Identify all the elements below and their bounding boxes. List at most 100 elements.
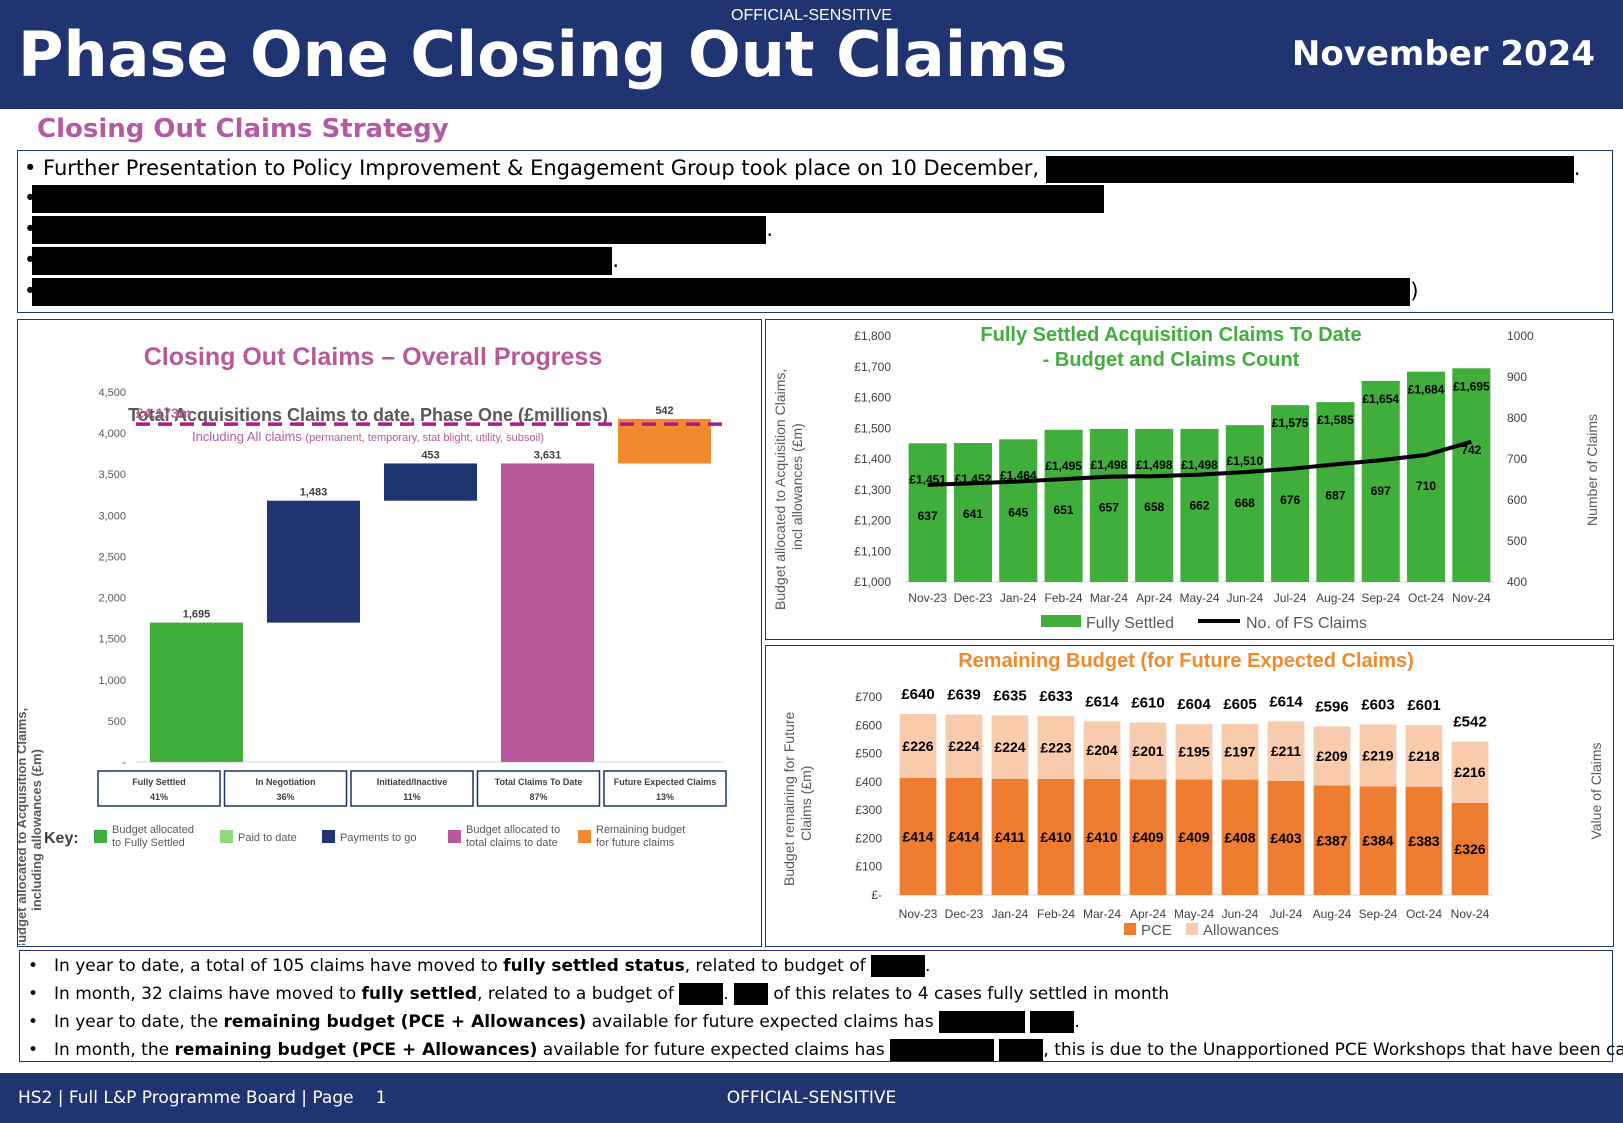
pce-label: £384 [1362, 833, 1393, 849]
key-swatch [220, 830, 233, 843]
legend-text: PCE [1141, 922, 1172, 939]
legend-text: Fully Settled [1086, 615, 1174, 632]
key-text: Budget allocated to [466, 824, 560, 836]
redaction-block [1045, 155, 1574, 183]
data-label: 1,695 [183, 609, 211, 621]
allowances-bar [1359, 724, 1397, 787]
footer-text: HS2 | Full L&P Programme Board | Page 1 [18, 1088, 386, 1108]
allowances-bar [1221, 723, 1259, 780]
fs-bar [1407, 371, 1446, 582]
bullet-suffix: . [612, 248, 620, 272]
pce-label: £387 [1316, 832, 1347, 848]
y2-tick-label: 600 [1507, 493, 1527, 507]
y-tick-label: £400 [855, 775, 882, 789]
category-pct: 13% [656, 792, 674, 802]
classification-label: OFFICIAL-SENSITIVE [731, 7, 892, 24]
x-tick-label: Jan-24 [992, 907, 1029, 921]
y-axis-label-line1: Budget allocated to Acquisition Claims, [772, 369, 788, 610]
fs-count-label: 697 [1371, 484, 1391, 498]
strategy-bullet: • [24, 184, 1105, 213]
overall-progress-panel: Closing Out Claims – Overall Progress To… [14, 319, 762, 952]
y-tick-label: £1,000 [854, 575, 891, 589]
fs-count-label: 668 [1235, 496, 1255, 510]
category-name: In Negotiation [256, 777, 316, 787]
y-tick-label: £- [871, 888, 882, 902]
category-name: Fully Settled [132, 777, 186, 787]
pce-bar [1405, 786, 1443, 895]
y-tick-label: £300 [855, 803, 882, 817]
legend-swatch [1186, 923, 1198, 935]
y-tick-label: 4,500 [98, 387, 126, 399]
total-label: £614 [1085, 693, 1119, 710]
total-label: £640 [901, 686, 934, 703]
subtitle-main: Including All claims [192, 429, 305, 444]
allowances-label: £224 [948, 738, 979, 754]
category-pct: 41% [150, 792, 168, 802]
y-tick-label: 1,000 [98, 675, 126, 687]
y2-tick-label: 1000 [1507, 329, 1534, 343]
data-label: 3,631 [534, 449, 562, 461]
total-label: £635 [993, 687, 1026, 704]
x-tick-label: Sep-24 [1361, 591, 1400, 605]
fs-count-label: 651 [1054, 503, 1074, 517]
key-swatch [448, 830, 461, 843]
y-axis-label-line1: Budget remaining for Future [781, 711, 797, 886]
y-tick-label: £1,400 [854, 452, 891, 466]
fs-count-label: 658 [1144, 500, 1164, 514]
fs-budget-label: £1,498 [1136, 458, 1173, 472]
page-number: 1 [375, 1088, 387, 1108]
subtitle-small: (permanent, temporary, stat blight, util… [305, 432, 544, 444]
x-tick-label: Dec-23 [954, 591, 993, 605]
pce-bar [1175, 779, 1213, 895]
fs-bar [1361, 380, 1400, 582]
pce-bar [1451, 802, 1489, 895]
key-text: Payments to go [340, 832, 416, 844]
pce-bar [945, 777, 983, 895]
x-tick-label: Mar-24 [1090, 591, 1128, 605]
y-tick-label: £1,500 [854, 421, 891, 435]
y2-tick-label: 500 [1507, 534, 1527, 548]
bullet-dot: • [28, 1012, 39, 1032]
total-label: £614 [1269, 693, 1303, 710]
remaining-budget-chart: Remaining Budget (for Future Expected Cl… [781, 650, 1604, 939]
fs-bar [1271, 405, 1310, 582]
fs-budget-label: £1,575 [1272, 416, 1309, 430]
x-tick-label: May-24 [1174, 907, 1214, 921]
allowances-label: £209 [1316, 748, 1347, 764]
note-text: In year to date, the [54, 1012, 224, 1032]
fs-count-label: 645 [1008, 506, 1028, 520]
key-text: Remaining budget [596, 824, 685, 836]
pce-label: £414 [948, 828, 979, 844]
pce-bar [1359, 786, 1397, 895]
key-text: Budget allocated [112, 824, 194, 836]
allowances-label: £211 [1271, 743, 1302, 759]
legend-text: No. of FS Claims [1246, 615, 1367, 632]
allowances-label: £224 [994, 739, 1025, 755]
total-label: £604 [1177, 696, 1211, 713]
allowances-label: £223 [1040, 739, 1071, 755]
category-name: Initiated/Inactive [377, 777, 448, 787]
waterfall-bar [384, 463, 477, 501]
category-box [97, 770, 221, 807]
y2-tick-label: 900 [1507, 370, 1527, 384]
note-text: , related to budget of [684, 956, 872, 976]
note-bold: remaining budget (PCE + Allowances) [174, 1040, 538, 1060]
note-line: • In month, the remaining budget (PCE + A… [28, 1038, 1623, 1062]
chart-title-line1: Fully Settled Acquisition Claims To Date [980, 324, 1361, 346]
y-axis-label-line2: Claims (£m) [798, 766, 814, 841]
x-tick-label: Dec-23 [945, 907, 984, 921]
fs-count-label: 657 [1099, 501, 1119, 515]
chart-title-line2: - Budget and Claims Count [1043, 349, 1300, 371]
note-text: In month, the [54, 1040, 175, 1060]
allowances-bar [1451, 741, 1489, 803]
legend-swatch [1124, 923, 1136, 935]
y-tick-label: £600 [855, 718, 882, 732]
chart-title: Remaining Budget (for Future Expected Cl… [958, 650, 1414, 672]
allowances-label: £219 [1362, 747, 1393, 763]
waterfall-bar [501, 463, 594, 762]
pce-bar [1313, 785, 1351, 895]
y-tick-label: 2,000 [98, 593, 126, 605]
category-box [350, 770, 474, 807]
y-tick-label: 500 [108, 716, 126, 728]
key-text: for future claims [596, 837, 675, 849]
